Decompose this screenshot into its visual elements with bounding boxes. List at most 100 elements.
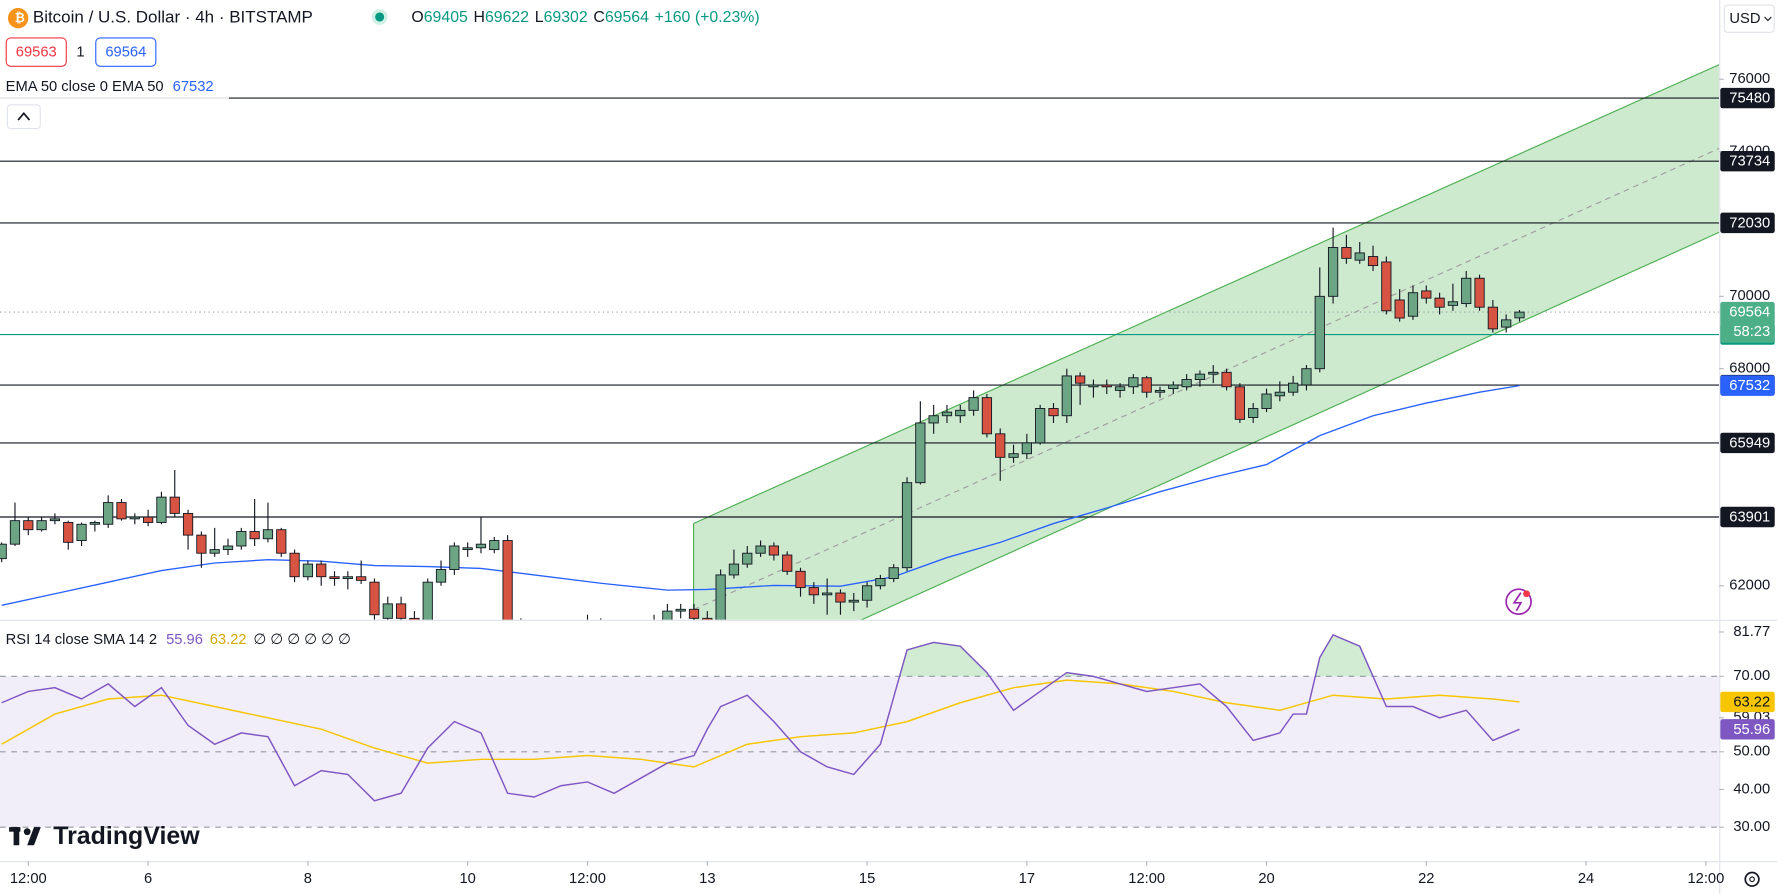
alert-dot[interactable]	[1523, 590, 1530, 598]
candle-body	[63, 522, 74, 543]
price-label-box	[1720, 432, 1775, 454]
logo-mark	[13, 827, 20, 846]
candle-body	[1075, 375, 1086, 384]
price-label-box	[1720, 87, 1775, 109]
candle-body	[662, 610, 673, 620]
candle-body	[742, 552, 753, 565]
change-pct: (+0.23%)	[695, 9, 760, 26]
symbol-title: Bitcoin / U.S. Dollar · 4h · BITSTAMP	[33, 8, 313, 27]
candle-body	[1447, 301, 1459, 306]
ask-box[interactable]	[95, 37, 157, 67]
candle-body	[1088, 384, 1099, 388]
candle-body	[196, 534, 207, 554]
ask-price[interactable]: 69564	[105, 45, 146, 61]
ohlc-label: H	[474, 9, 485, 26]
collapse-button[interactable]	[6, 104, 41, 130]
x-tick-label: 17	[1019, 871, 1035, 887]
candle-body	[835, 592, 846, 603]
candle-body	[955, 409, 966, 417]
alert-icon[interactable]	[1505, 588, 1532, 615]
currency-button[interactable]	[1723, 4, 1775, 33]
candle-body	[76, 523, 87, 542]
candle-body	[1035, 408, 1046, 444]
countdown: 58:23	[1733, 324, 1770, 340]
rsi-y-tick-label: 70.00	[1733, 668, 1770, 684]
candle-body	[89, 522, 100, 525]
channel-upper	[693, 64, 1720, 525]
candle-body	[23, 520, 34, 531]
rsi-line	[1, 633, 1520, 802]
candle-body	[1181, 379, 1192, 388]
x-tick-label: 15	[859, 871, 875, 887]
candle-body	[715, 574, 726, 620]
rsi-label-box	[1720, 719, 1775, 740]
alert-bolt[interactable]	[1512, 592, 1523, 612]
candle-body	[702, 617, 713, 620]
bid-price[interactable]: 69563	[16, 45, 57, 61]
candle-body	[768, 545, 780, 556]
rsi-pane	[0, 633, 1720, 828]
candle-body	[1341, 247, 1352, 259]
candle-body	[1128, 377, 1139, 388]
candle-body	[489, 540, 500, 551]
candle-body	[1474, 277, 1485, 308]
settings-icon[interactable]	[1744, 871, 1760, 887]
candle-body	[861, 585, 873, 601]
candle-body	[129, 516, 140, 520]
collapse-chevron[interactable]	[17, 111, 31, 121]
rsi-label: 63.22	[1733, 694, 1770, 710]
candle-body	[1288, 382, 1299, 393]
candle-body	[1194, 373, 1206, 381]
x-tick-label: 13	[699, 871, 715, 887]
candle-body	[848, 599, 859, 603]
bid-box[interactable]	[5, 37, 67, 67]
price-label: 72030	[1729, 215, 1770, 231]
currency[interactable]: USD	[1729, 11, 1760, 27]
rsi-value: 55.96	[166, 632, 203, 648]
coin-glyph: ₿	[15, 11, 25, 25]
y-tick-label: 70000	[1729, 288, 1770, 304]
ema-value: 67532	[173, 79, 214, 95]
settings-icon-center[interactable]	[1749, 876, 1755, 883]
candle-body	[995, 433, 1006, 458]
candle-body	[1248, 408, 1259, 418]
candle-body	[1008, 453, 1019, 458]
candle-body	[795, 570, 806, 589]
candle-body	[1461, 277, 1472, 305]
candle-body	[1367, 256, 1379, 267]
currency-chevron[interactable]	[1764, 16, 1772, 22]
spread: 1	[76, 45, 84, 61]
ohlc-label: C	[593, 9, 604, 26]
candle-body	[1141, 377, 1152, 393]
candle-body	[182, 512, 194, 536]
ohlc-value: 69622	[485, 9, 529, 26]
candle-body	[276, 529, 287, 554]
candle-body	[1421, 290, 1432, 299]
candle-body	[356, 576, 367, 581]
candle-body	[316, 563, 327, 578]
price-label: 73734	[1729, 154, 1770, 170]
candle-body	[822, 592, 833, 596]
candle-body	[409, 617, 420, 620]
candle-body	[728, 563, 740, 576]
x-tick-label: 20	[1258, 871, 1274, 887]
channel-lower	[860, 231, 1720, 620]
ohlc-value: 69302	[544, 9, 588, 26]
price-label: 69564	[1729, 305, 1770, 321]
axis-layer: 6200068000700007400076000754807373472030…	[10, 71, 1775, 887]
candle-body	[116, 502, 127, 520]
candle-body	[209, 549, 220, 554]
price-pane	[0, 64, 1720, 620]
y-tick-label: 68000	[1729, 361, 1770, 377]
rsi-title: RSI 14 close SMA 14 2	[6, 632, 157, 648]
candle-body	[1221, 371, 1232, 388]
candle-body	[968, 397, 979, 411]
candle-body	[1168, 384, 1179, 390]
x-tick-label: 12:00	[1128, 871, 1165, 887]
candle-body	[888, 567, 899, 580]
x-tick-label: 22	[1418, 871, 1434, 887]
candle-body	[169, 496, 180, 514]
candle-body	[329, 576, 340, 580]
candle-body	[755, 545, 766, 554]
